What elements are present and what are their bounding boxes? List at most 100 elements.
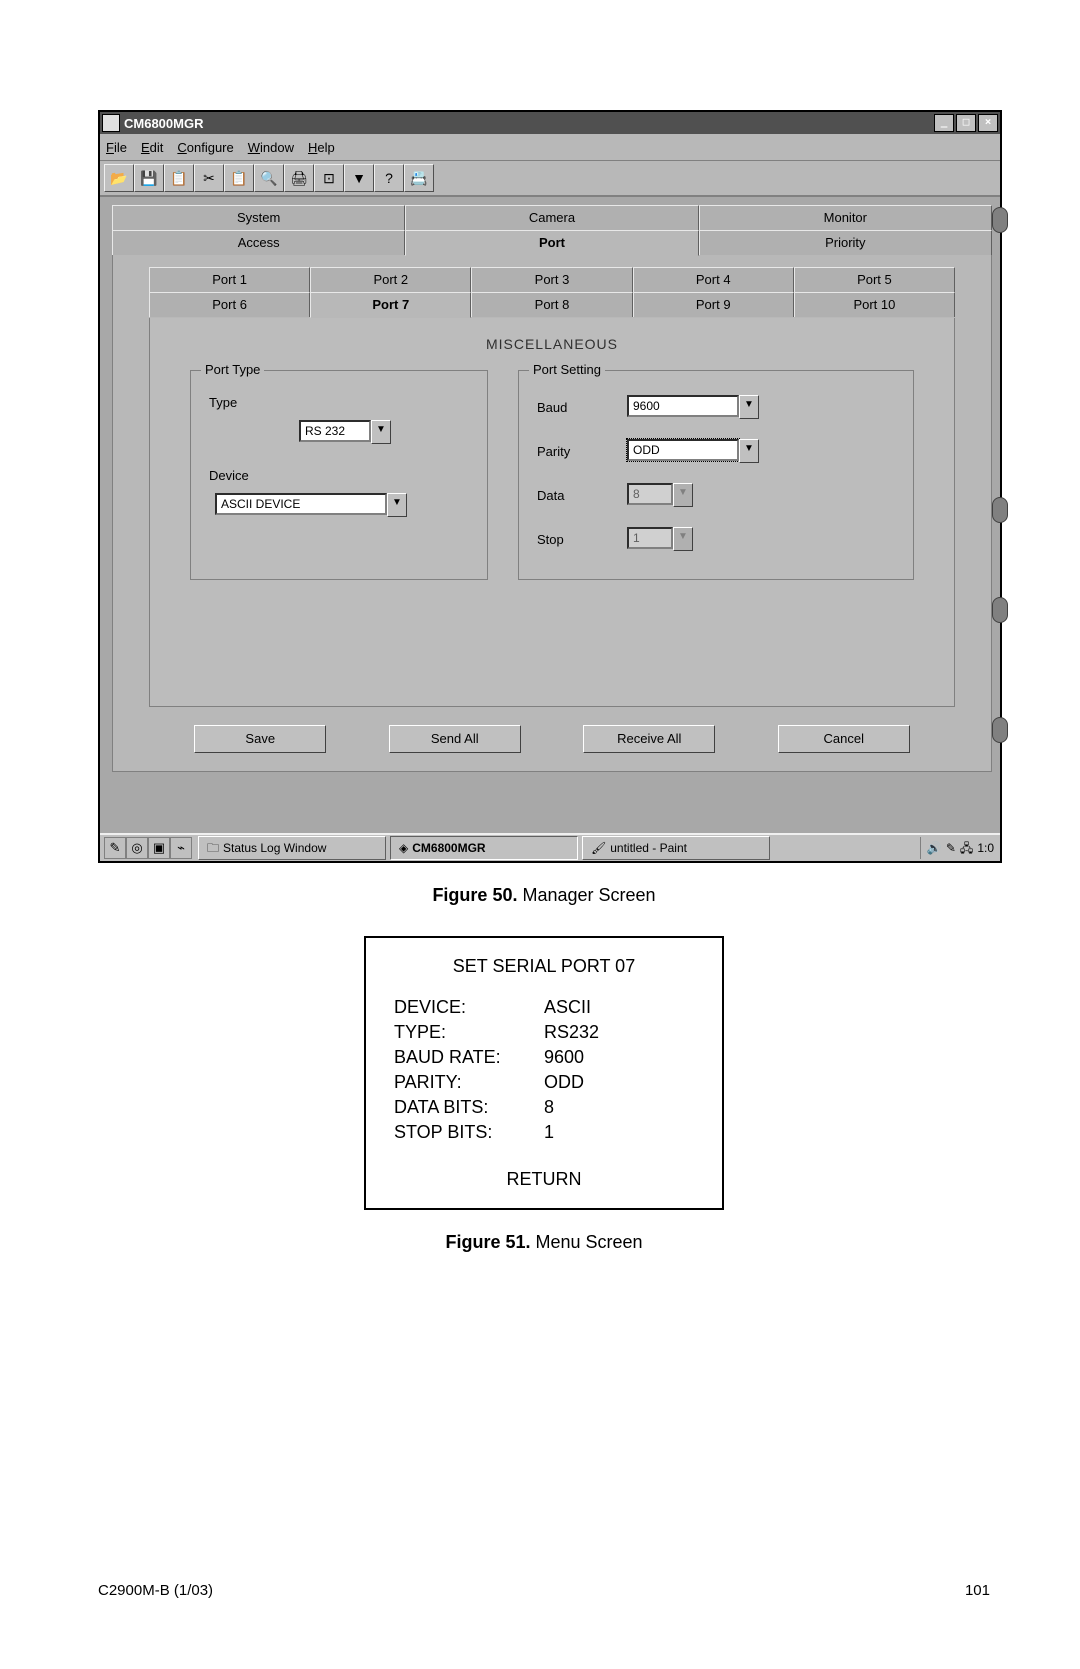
action-row: Save Send All Receive All Cancel	[133, 725, 971, 753]
quick-launch: ✎ ◎ ▣ ⌁	[104, 837, 192, 859]
receiveall-button[interactable]: Receive All	[583, 725, 715, 753]
handle-icon	[992, 207, 1008, 233]
menu-val: ODD	[544, 1072, 584, 1093]
menu-val: 8	[544, 1097, 554, 1118]
parity-select[interactable]: ODD	[627, 439, 739, 461]
menu-row: PARITY:ODD	[394, 1072, 694, 1093]
type-select[interactable]: RS 232	[299, 420, 371, 442]
manager-window: CM6800MGR _ □ × File Edit Configure Wind…	[98, 110, 1002, 863]
dropdown-icon[interactable]: ▼	[739, 395, 759, 419]
menu-help[interactable]: Help	[308, 140, 335, 155]
tab-port9[interactable]: Port 9	[633, 292, 794, 317]
menu-window[interactable]: Window	[248, 140, 294, 155]
tab-port[interactable]: Port	[405, 230, 698, 256]
tab-port2[interactable]: Port 2	[310, 267, 471, 292]
figure50-caption: Figure 50. Manager Screen	[98, 885, 990, 906]
grid-icon[interactable]: ⊡	[314, 164, 344, 192]
menu-row: STOP BITS:1	[394, 1122, 694, 1143]
dropdown-icon[interactable]: ▼	[673, 483, 693, 507]
tab-port7[interactable]: Port 7	[310, 292, 471, 318]
tab-port1[interactable]: Port 1	[149, 267, 310, 292]
baud-select[interactable]: 9600	[627, 395, 739, 417]
app-icon: ◈	[399, 837, 408, 859]
sendall-button[interactable]: Send All	[389, 725, 521, 753]
maximize-button[interactable]: □	[956, 114, 976, 132]
tab-port3[interactable]: Port 3	[471, 267, 632, 292]
menu-title: SET SERIAL PORT 07	[394, 956, 694, 977]
menu-key: DATA BITS:	[394, 1097, 544, 1118]
data-select[interactable]: 8	[627, 483, 673, 505]
tab-port8[interactable]: Port 8	[471, 292, 632, 317]
menu-key: BAUD RATE:	[394, 1047, 544, 1068]
tab-access[interactable]: Access	[112, 230, 405, 255]
port-tab-panel: Port 1 Port 2 Port 3 Port 4 Port 5 Port …	[112, 255, 992, 772]
dropdown-icon[interactable]: ▼	[739, 439, 759, 463]
window-title: CM6800MGR	[124, 116, 203, 131]
menu-key: PARITY:	[394, 1072, 544, 1093]
menu-val: 1	[544, 1122, 554, 1143]
menu-val: 9600	[544, 1047, 584, 1068]
ql-icon[interactable]: ⌁	[170, 837, 192, 859]
main-tabs-row1: System Camera Monitor	[112, 205, 992, 230]
tab-port6[interactable]: Port 6	[149, 292, 310, 317]
save-icon[interactable]: 💾	[134, 164, 164, 192]
task-paint[interactable]: 🖌 untitled - Paint	[582, 836, 770, 860]
help-icon[interactable]: ?	[374, 164, 404, 192]
port7-panel: MISCELLANEOUS Port Type Type RS 232 ▼	[149, 318, 955, 707]
menu-key: DEVICE:	[394, 997, 544, 1018]
port-type-group: Port Type Type RS 232 ▼ Device	[190, 370, 488, 580]
copy-icon[interactable]: 📋	[164, 164, 194, 192]
menu-screen-box: SET SERIAL PORT 07 DEVICE:ASCII TYPE:RS23…	[364, 936, 724, 1210]
search-icon[interactable]: 🔍	[254, 164, 284, 192]
menu-row: DEVICE:ASCII	[394, 997, 694, 1018]
menu-val: RS232	[544, 1022, 599, 1043]
menu-key: STOP BITS:	[394, 1122, 544, 1143]
title-bar: CM6800MGR _ □ ×	[100, 112, 1000, 134]
tray-time: 1:0	[977, 837, 994, 859]
menu-row: TYPE:RS232	[394, 1022, 694, 1043]
paste-icon[interactable]: 📋	[224, 164, 254, 192]
save-button[interactable]: Save	[194, 725, 326, 753]
tab-port4[interactable]: Port 4	[633, 267, 794, 292]
handle-icon	[992, 497, 1008, 523]
menu-configure[interactable]: Configure	[177, 140, 233, 155]
port-setting-group: Port Setting Baud 9600 ▼ Parity	[518, 370, 914, 580]
ql-icon[interactable]: ◎	[126, 837, 148, 859]
dropdown-icon[interactable]: ▼	[387, 493, 407, 517]
tab-monitor[interactable]: Monitor	[699, 205, 992, 230]
tray-icon: 🔊	[927, 837, 942, 859]
menu-edit[interactable]: Edit	[141, 140, 163, 155]
tab-port10[interactable]: Port 10	[794, 292, 955, 317]
ql-icon[interactable]: ▣	[148, 837, 170, 859]
open-icon[interactable]: 📂	[104, 164, 134, 192]
tab-camera[interactable]: Camera	[405, 205, 698, 230]
stop-select[interactable]: 1	[627, 527, 673, 549]
filter-icon[interactable]: ▼	[344, 164, 374, 192]
cut-icon[interactable]: ✂	[194, 164, 224, 192]
baud-label: Baud	[537, 400, 627, 415]
dropdown-icon[interactable]: ▼	[673, 527, 693, 551]
task-cm6800mgr[interactable]: ◈ CM6800MGR	[390, 836, 578, 860]
card-icon[interactable]: 📇	[404, 164, 434, 192]
ql-icon[interactable]: ✎	[104, 837, 126, 859]
menu-row: BAUD RATE:9600	[394, 1047, 694, 1068]
port-tabs-row1: Port 1 Port 2 Port 3 Port 4 Port 5	[149, 267, 955, 292]
dropdown-icon[interactable]: ▼	[371, 420, 391, 444]
stop-label: Stop	[537, 532, 627, 547]
tray-icon: 🖧	[960, 837, 973, 859]
menu-file[interactable]: File	[106, 140, 127, 155]
handle-icon	[992, 597, 1008, 623]
task-status-log[interactable]: 🗀 Status Log Window	[198, 836, 386, 860]
parity-label: Parity	[537, 444, 627, 459]
tab-port5[interactable]: Port 5	[794, 267, 955, 292]
tab-system[interactable]: System	[112, 205, 405, 230]
cancel-button[interactable]: Cancel	[778, 725, 910, 753]
print-icon[interactable]: 🖨	[284, 164, 314, 192]
tray-icon: ✎	[946, 837, 956, 859]
device-select[interactable]: ASCII DEVICE	[215, 493, 387, 515]
minimize-button[interactable]: _	[934, 114, 954, 132]
main-tabs-row2: Access Port Priority	[112, 230, 992, 256]
systray: 🔊 ✎ 🖧 1:0	[920, 837, 1000, 859]
close-button[interactable]: ×	[978, 114, 998, 132]
tab-priority[interactable]: Priority	[699, 230, 992, 255]
